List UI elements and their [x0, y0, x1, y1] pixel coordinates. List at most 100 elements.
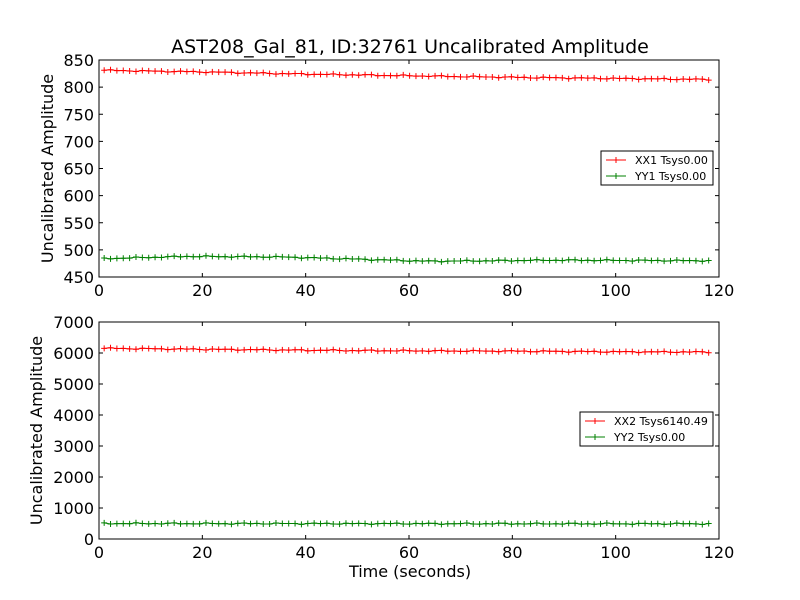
data-point — [241, 253, 248, 260]
x-tick-label: 100 — [600, 281, 631, 300]
data-point — [374, 520, 381, 527]
data-point — [393, 347, 400, 354]
y-tick-label: 550 — [63, 214, 94, 233]
bottom-subplot: 0 20 40 60 80 100 120 0 1000 2000 3000 4000 5000 6000… — [27, 313, 734, 562]
data-point — [247, 520, 254, 527]
data-point — [171, 519, 178, 526]
x-tick-label: 20 — [192, 543, 212, 562]
data-point — [145, 345, 152, 352]
y-tick-label: 600 — [63, 187, 94, 206]
x-tick-label: 0 — [94, 543, 104, 562]
data-point — [546, 74, 553, 81]
data-point — [349, 347, 356, 354]
data-point — [559, 74, 566, 81]
data-point — [304, 254, 311, 261]
data-point — [400, 347, 407, 354]
data-point — [107, 66, 114, 73]
data-point — [311, 520, 318, 527]
data-point — [304, 520, 311, 527]
data-point — [387, 257, 394, 264]
data-point — [540, 347, 547, 354]
data-point — [686, 257, 693, 264]
data-point — [502, 74, 509, 81]
data-point — [463, 519, 470, 526]
data-point — [438, 72, 445, 79]
data-point — [495, 520, 502, 527]
data-point — [533, 519, 540, 526]
data-point — [686, 520, 693, 527]
data-point — [667, 521, 674, 528]
data-point — [514, 520, 521, 527]
data-point — [673, 520, 680, 527]
data-point — [642, 348, 649, 355]
data-point — [508, 521, 515, 528]
data-point — [279, 70, 286, 77]
data-point — [444, 258, 451, 265]
data-point — [673, 76, 680, 83]
data-point — [680, 520, 687, 527]
data-point — [482, 520, 489, 527]
data-point — [470, 73, 477, 80]
data-point — [572, 256, 579, 263]
data-point — [196, 253, 203, 260]
data-point — [342, 72, 349, 79]
data-point — [113, 255, 120, 262]
data-point — [495, 257, 502, 264]
data-point — [126, 68, 133, 75]
x-tick-label: 80 — [502, 543, 522, 562]
data-point — [527, 520, 534, 527]
data-point — [540, 257, 547, 264]
data-point — [642, 257, 649, 264]
data-point — [362, 347, 369, 354]
data-point — [648, 520, 655, 527]
data-point — [132, 253, 139, 260]
data-point — [699, 258, 706, 265]
data-point — [444, 520, 451, 527]
data-point — [152, 345, 159, 352]
data-point — [661, 258, 668, 265]
series-2-group — [101, 252, 712, 265]
data-point — [215, 520, 222, 527]
data-point — [432, 72, 439, 79]
data-point — [139, 254, 146, 261]
data-point — [266, 70, 273, 77]
data-point — [260, 521, 267, 527]
data-point — [603, 256, 610, 263]
data-point — [572, 348, 579, 355]
data-point — [546, 521, 553, 528]
data-point — [126, 255, 133, 262]
legend-marker — [592, 418, 598, 424]
data-point — [425, 520, 432, 527]
y-tick-label: 850 — [63, 51, 94, 70]
legend: XX1 Tsys0.00 YY1 Tsys0.00 — [600, 150, 714, 186]
data-point — [457, 348, 464, 355]
data-point — [578, 74, 585, 81]
data-point — [101, 345, 108, 352]
data-point — [202, 346, 209, 353]
data-point — [629, 348, 636, 355]
y-tick-label: 450 — [63, 268, 94, 287]
data-point — [158, 68, 165, 75]
data-point — [228, 254, 235, 261]
data-point — [578, 348, 585, 355]
data-point — [304, 71, 311, 78]
data-point — [552, 74, 559, 81]
data-point — [648, 348, 655, 355]
data-point — [101, 519, 108, 526]
data-point — [419, 347, 426, 354]
data-point — [591, 257, 598, 264]
data-point — [381, 520, 388, 527]
data-point — [139, 520, 146, 527]
x-tick-label: 60 — [399, 281, 419, 300]
data-point — [196, 346, 203, 353]
data-point — [381, 347, 388, 354]
data-point — [527, 348, 534, 355]
data-point — [183, 346, 190, 353]
data-point — [215, 346, 222, 353]
data-point — [253, 253, 260, 260]
data-point — [171, 68, 178, 75]
x-tick-label: 60 — [399, 543, 419, 562]
data-point — [457, 520, 464, 527]
data-point — [177, 253, 184, 260]
data-point — [164, 346, 171, 353]
